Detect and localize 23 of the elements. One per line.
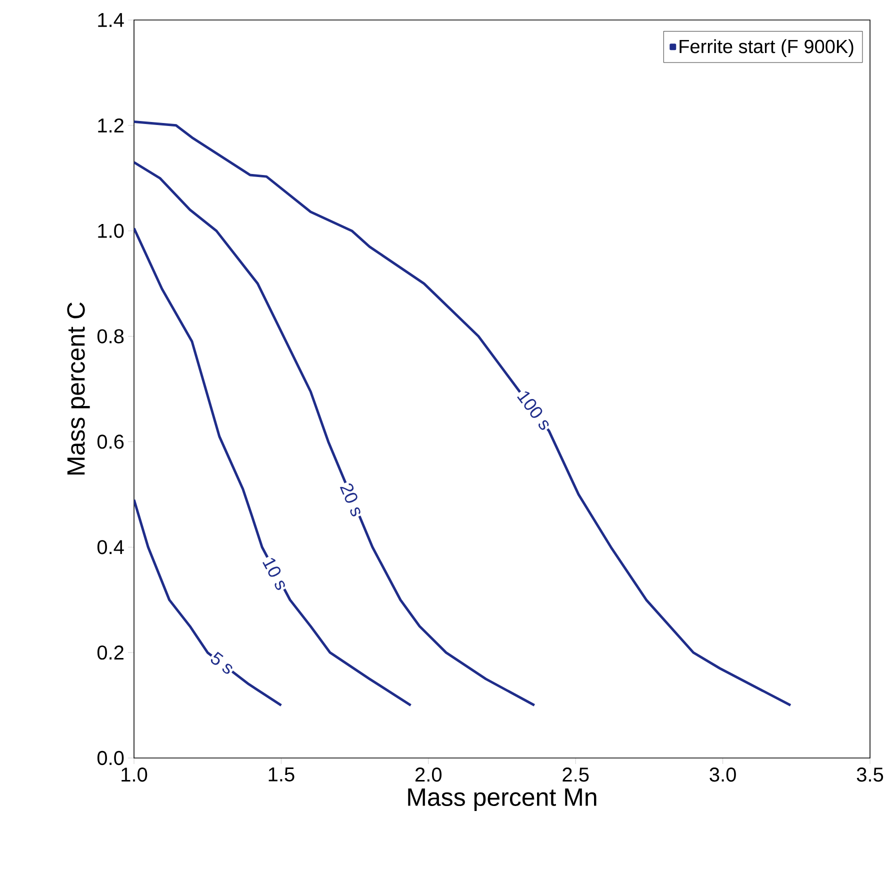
y-tick-label: 0.0 <box>97 750 124 766</box>
y-tick-label: 1.0 <box>98 224 124 238</box>
x-axis-title: Mass percent Mn <box>408 788 596 811</box>
x-tick-label: 2.5 <box>562 768 589 782</box>
y-axis-title: Mass percent C <box>67 302 90 474</box>
x-tick-label: 1.5 <box>268 768 294 782</box>
line-series <box>134 120 792 707</box>
line-series <box>134 226 412 707</box>
y-tick-label: 0.2 <box>97 645 124 660</box>
annotation: 10 s <box>262 558 285 590</box>
x-tick-label: 1.0 <box>122 768 148 782</box>
y-tick-label: 0.4 <box>97 540 124 554</box>
annotation: 100 s <box>517 391 549 430</box>
y-tick-label: 1.4 <box>98 13 124 27</box>
x-tick-label: 2.0 <box>416 768 442 782</box>
y-tick-label: 0.8 <box>97 329 124 344</box>
annotation: 20 s <box>340 484 360 516</box>
y-tick-label: 1.2 <box>98 118 124 132</box>
legend-label: Ferrite start (F 900K) <box>680 39 854 57</box>
x-tick-label: 3.0 <box>710 768 736 782</box>
x-tick-label: 3.5 <box>856 768 884 782</box>
annotation: 5 s <box>210 652 232 674</box>
y-tick-label: 0.6 <box>97 434 124 449</box>
